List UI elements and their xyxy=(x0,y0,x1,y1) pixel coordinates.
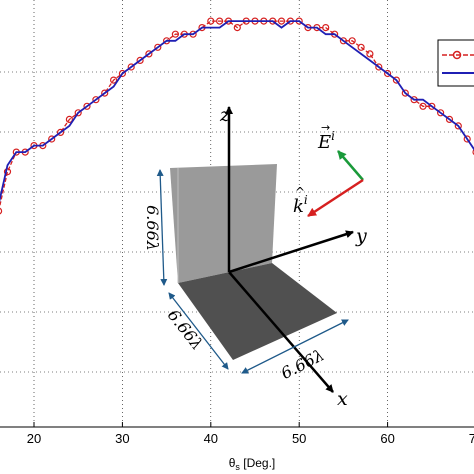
series-1-point-6 xyxy=(48,135,56,143)
series-1-point-41 xyxy=(357,43,365,51)
x-tick-label-20: 20 xyxy=(27,431,41,446)
series-1-point-13 xyxy=(109,76,118,84)
series-1-point-44 xyxy=(384,69,392,78)
dimension-line-diagonal xyxy=(168,292,229,370)
x-tick-label-40: 40 xyxy=(204,431,218,446)
series-1-point-53 xyxy=(463,135,471,143)
series-1-point-14 xyxy=(118,69,127,78)
series-1-point-54 xyxy=(472,149,474,156)
dimension-line-vertical xyxy=(156,169,168,286)
series-layer xyxy=(0,17,474,215)
legend-box xyxy=(437,39,474,87)
k-vector-label: ki xyxy=(293,193,308,217)
dimension-label-vertical: 6.66λ xyxy=(143,205,162,251)
series-1-point-45 xyxy=(392,76,400,84)
series-1-point-10 xyxy=(83,102,91,110)
series-1-point-25 xyxy=(216,17,224,25)
series-2-line xyxy=(0,20,474,203)
x-axis-label: θs [Deg.] xyxy=(229,456,276,472)
series-1-point-24 xyxy=(207,17,215,25)
series-1-point-11 xyxy=(92,96,100,104)
series-1-point-9 xyxy=(74,109,82,117)
series-1-point-39 xyxy=(339,37,347,45)
k-vector-hat: ^ xyxy=(295,185,305,199)
series-1-point-43 xyxy=(375,63,383,71)
series-1-point-8 xyxy=(65,115,74,124)
series-1-point-27 xyxy=(233,24,241,32)
x-ticks: 20 30 40 50 60 70 xyxy=(27,422,474,446)
e-field-arrow xyxy=(337,150,364,181)
series-1-point-48 xyxy=(419,102,427,110)
series-1-point-7 xyxy=(56,128,65,136)
z-label: z xyxy=(219,104,231,126)
series-1-point-51 xyxy=(445,115,454,124)
e-field-label: Ei xyxy=(317,129,335,153)
series-1-point-15 xyxy=(127,63,135,71)
dimension-line-horizontal xyxy=(241,319,349,374)
x-tick-label-60: 60 xyxy=(380,431,394,446)
vertical-plate xyxy=(170,164,277,283)
series-1-point-46 xyxy=(401,89,409,97)
x-tick-label-50: 50 xyxy=(292,431,306,446)
y-axis-arrow xyxy=(228,230,354,274)
series-1-point-40 xyxy=(348,37,356,45)
series-1-point-32 xyxy=(277,17,286,25)
x-tick-label-30: 30 xyxy=(115,431,129,446)
series-1-point-12 xyxy=(101,89,109,97)
series-1-point-42 xyxy=(366,50,374,58)
series-1-point-17 xyxy=(145,50,153,58)
series-1-point-20 xyxy=(171,30,179,38)
x-label: x xyxy=(337,388,348,410)
legend-marker-series-1 xyxy=(452,50,462,60)
y-label: y xyxy=(355,225,367,247)
legend xyxy=(437,39,474,87)
e-field-vector-mark: → xyxy=(321,121,330,134)
series-1-point-50 xyxy=(437,109,445,117)
series-1-point-18 xyxy=(154,43,162,51)
series-1-point-16 xyxy=(136,56,144,65)
series-1-point-52 xyxy=(454,122,462,130)
x-tick-label-70: 70 xyxy=(469,431,474,446)
series-1-point-0 xyxy=(0,207,3,215)
k-vector-arrow xyxy=(307,178,364,218)
series-1-point-37 xyxy=(322,24,330,32)
series-1-point-49 xyxy=(428,102,436,110)
